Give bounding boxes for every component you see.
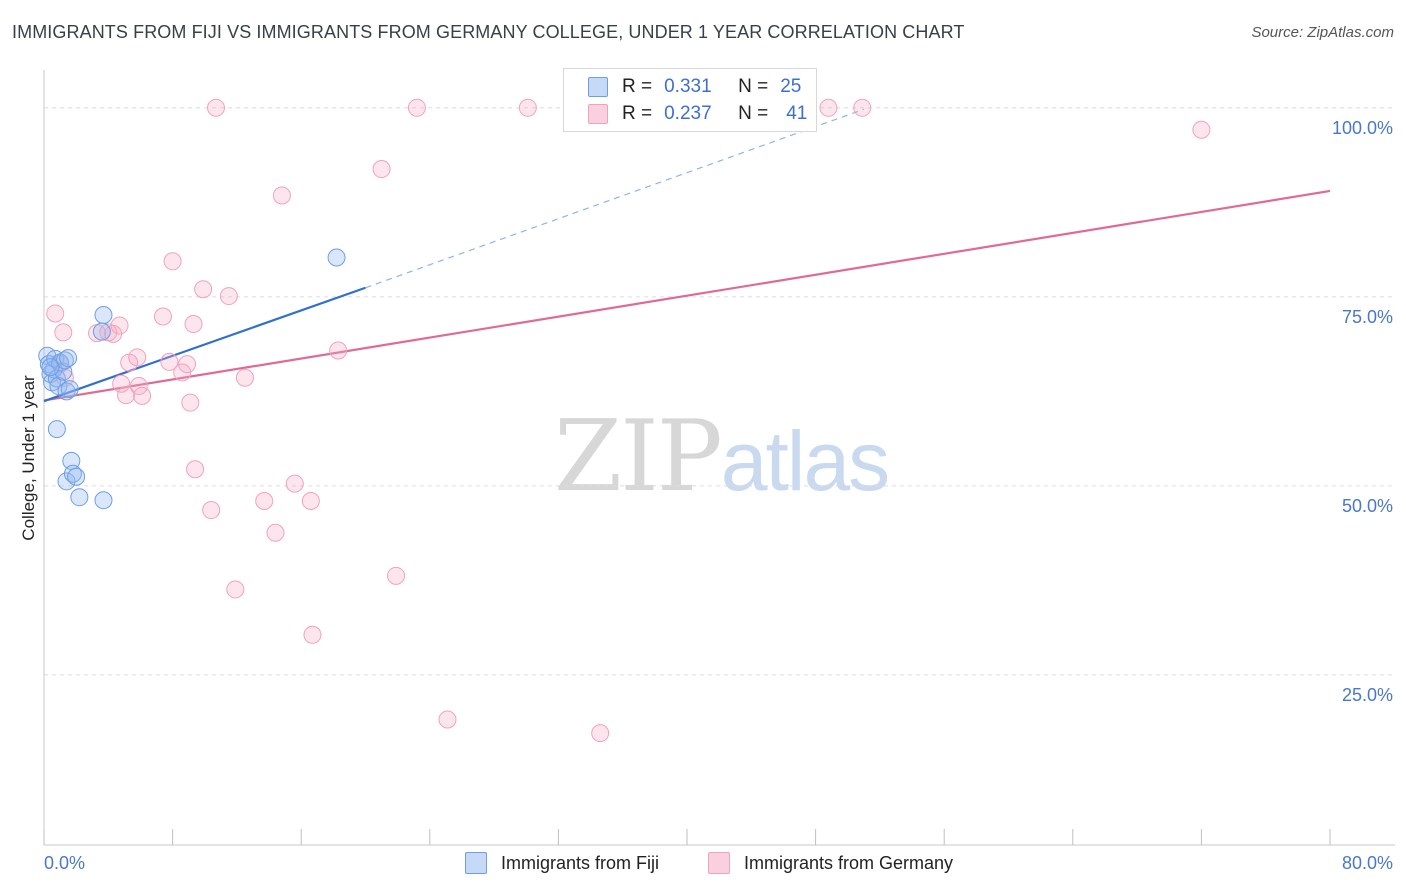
fiji-point[interactable]: [92, 322, 111, 341]
germany-point[interactable]: [1192, 120, 1211, 139]
data-points: [38, 98, 1211, 743]
y-axis-label: College, Under 1 year: [19, 375, 38, 541]
fiji-point[interactable]: [327, 248, 346, 267]
germany-point[interactable]: [116, 386, 135, 405]
germany-point[interactable]: [153, 307, 172, 326]
germany-point[interactable]: [110, 316, 129, 335]
germany-point[interactable]: [329, 341, 348, 360]
fiji-swatch: [588, 77, 608, 97]
germany-point[interactable]: [266, 523, 285, 542]
y-tick-label: 25.0%: [1342, 685, 1393, 705]
germany-point[interactable]: [387, 566, 406, 585]
legend-n-label: N =: [738, 103, 769, 124]
germany-point[interactable]: [226, 580, 245, 599]
fiji-trend-extension: [365, 108, 865, 289]
legend-row-fiji: R = 0.331 N = 25: [564, 73, 801, 101]
fiji-n-value: 25: [780, 76, 802, 97]
germany-point[interactable]: [272, 186, 291, 205]
fiji-legend-swatch: [465, 852, 487, 874]
germany-point[interactable]: [128, 348, 147, 367]
x-tick-label-max: 80.0%: [1342, 853, 1393, 873]
germany-point[interactable]: [202, 501, 221, 520]
fiji-point[interactable]: [94, 491, 113, 510]
legend-r-label: R =: [622, 103, 653, 124]
germany-point[interactable]: [186, 460, 205, 479]
fiji-point[interactable]: [63, 464, 82, 483]
germany-point[interactable]: [181, 393, 200, 412]
fiji-point[interactable]: [94, 305, 113, 324]
axis-labels: 25.0% 50.0% 75.0% 100.0% 0.0% 80.0% College, U…: [19, 118, 1393, 873]
fiji-trend-line: [43, 286, 366, 403]
legend-r-label: R =: [622, 76, 653, 97]
germany-point[interactable]: [407, 98, 426, 117]
watermark-zip: ZIP: [554, 400, 723, 514]
legend-row-germany: R = 0.237 N = 41: [564, 100, 807, 128]
watermark-atlas: atlas: [720, 414, 890, 508]
germany-point[interactable]: [178, 355, 197, 374]
germany-point[interactable]: [303, 625, 322, 644]
germany-n-value: 41: [786, 103, 808, 124]
bottom-legend: Immigrants from Fiji Immigrants from Ger…: [0, 852, 1406, 878]
germany-point[interactable]: [194, 280, 213, 299]
chart-title: IMMIGRANTS FROM FIJI VS IMMIGRANTS FROM …: [12, 22, 965, 42]
x-tick-label-min: 0.0%: [44, 853, 85, 873]
germany-point[interactable]: [184, 315, 203, 334]
germany-legend-label: Immigrants from Germany: [744, 852, 954, 873]
germany-point[interactable]: [54, 323, 73, 342]
germany-r-value: 0.237: [664, 103, 712, 124]
fiji-point[interactable]: [70, 488, 89, 507]
germany-point[interactable]: [219, 287, 238, 306]
gridlines: [44, 107, 1395, 676]
germany-point[interactable]: [235, 368, 254, 387]
germany-point[interactable]: [853, 98, 872, 117]
germany-point[interactable]: [255, 491, 274, 510]
fiji-point[interactable]: [47, 420, 66, 439]
germany-point[interactable]: [112, 374, 131, 393]
fiji-r-value: 0.331: [664, 76, 712, 97]
trend-lines: [43, 108, 1331, 403]
germany-point[interactable]: [518, 98, 537, 117]
source-label: Source: ZipAtlas.com: [1251, 24, 1394, 41]
germany-point[interactable]: [160, 352, 179, 371]
fiji-point[interactable]: [41, 358, 60, 377]
germany-point[interactable]: [438, 710, 457, 729]
germany-swatch: [588, 104, 608, 124]
germany-trend-line: [43, 189, 1331, 402]
stats-legend: R = 0.331 N = 25 R = 0.237 N = 41: [563, 68, 817, 132]
fiji-point[interactable]: [57, 382, 76, 401]
fiji-point[interactable]: [59, 349, 78, 368]
bottom-legend-fiji[interactable]: Immigrants from Fiji: [465, 852, 659, 874]
germany-point[interactable]: [301, 491, 320, 510]
germany-point[interactable]: [819, 98, 838, 117]
germany-point[interactable]: [207, 98, 226, 117]
watermark: ZIPatlas: [554, 400, 890, 514]
germany-point[interactable]: [591, 724, 610, 743]
y-tick-label: 75.0%: [1342, 307, 1393, 327]
germany-point[interactable]: [163, 252, 182, 271]
germany-point[interactable]: [133, 386, 152, 405]
germany-point[interactable]: [129, 377, 148, 396]
fiji-point[interactable]: [60, 380, 79, 399]
y-tick-label: 50.0%: [1342, 496, 1393, 516]
germany-point[interactable]: [372, 160, 391, 179]
bottom-legend-germany[interactable]: Immigrants from Germany: [708, 852, 953, 874]
germany-point[interactable]: [285, 474, 304, 493]
fiji-point[interactable]: [55, 351, 74, 370]
axes: [43, 70, 1395, 846]
germany-point[interactable]: [173, 363, 192, 382]
germany-legend-swatch: [708, 852, 730, 874]
fiji-legend-label: Immigrants from Fiji: [501, 852, 660, 873]
legend-n-label: N =: [738, 76, 769, 97]
y-tick-label: 100.0%: [1332, 118, 1393, 138]
fiji-point[interactable]: [57, 472, 76, 491]
germany-point[interactable]: [46, 304, 65, 323]
fiji-point[interactable]: [67, 467, 86, 486]
